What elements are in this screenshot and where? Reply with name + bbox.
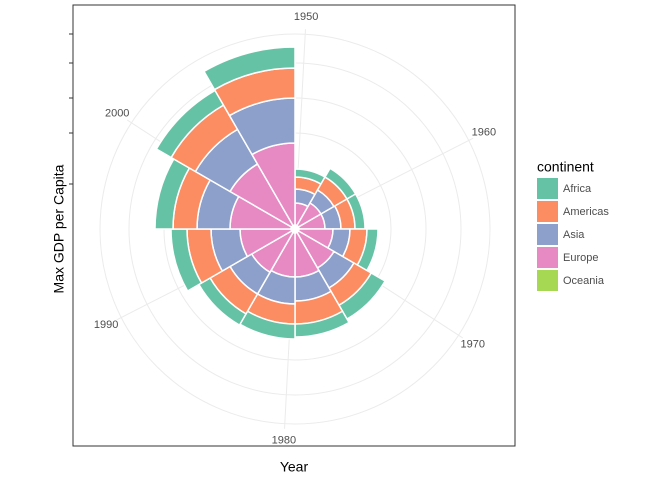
legend-label: Asia — [563, 229, 585, 241]
legend-label: Oceania — [563, 275, 605, 287]
x-axis-title: Year — [280, 459, 309, 475]
x-tick-label: 1960 — [472, 127, 496, 139]
legend-key — [537, 247, 558, 268]
x-tick-label: 1950 — [294, 11, 318, 23]
bar-segment — [202, 46, 296, 91]
x-tick-label: 1970 — [461, 338, 485, 350]
legend-key — [537, 224, 558, 245]
x-tick-label: 2000 — [105, 107, 129, 119]
legend-label: Europe — [563, 252, 598, 264]
panel-border — [72, 4, 516, 447]
x-tick-label: 1990 — [94, 319, 118, 331]
legend-label: Africa — [563, 183, 592, 195]
legend-key — [537, 201, 558, 222]
x-tick-label: 1980 — [272, 435, 296, 447]
y-axis-title: Max GDP per Capita — [51, 164, 67, 293]
legend-label: Americas — [563, 206, 609, 218]
legend-key — [537, 178, 558, 199]
legend-title: continent — [537, 159, 594, 175]
legend-key — [537, 270, 558, 291]
grid-circle — [99, 33, 491, 425]
